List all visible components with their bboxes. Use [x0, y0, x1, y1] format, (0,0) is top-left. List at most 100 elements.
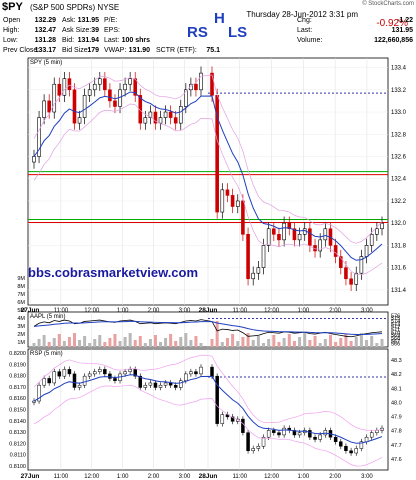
aapl-ytick-right-6: 572 — [391, 325, 400, 331]
rsp-candle-body-7 — [67, 369, 72, 375]
aapl-volume-bar-30 — [184, 333, 188, 347]
quote-far-label-1: Last: — [297, 27, 313, 34]
rsp-candle-body-47 — [277, 432, 281, 436]
rsp-ytick-left-0: 0.8100 — [9, 464, 26, 470]
rsp-candle-body-20 — [133, 369, 137, 377]
spy-candle-body-34 — [210, 72, 214, 96]
rsp-candle-body-3 — [47, 378, 51, 384]
aapl-volume-bar-45 — [267, 339, 271, 347]
spy-candle-body-25 — [158, 117, 163, 124]
rsp-ytick-left-4: 0.8140 — [9, 419, 26, 425]
aapl-ytick-right-3: 569 — [391, 333, 400, 339]
spy-candle-body-11 — [87, 89, 92, 96]
spy-candle-body-55 — [318, 239, 322, 252]
aapl-volume-bar-7 — [67, 337, 71, 347]
exchange-label: (S&P 500 SPDRs) NYSE — [30, 3, 120, 12]
spy-ytick-4: 132.2 — [391, 199, 407, 205]
aapl-volume-bar-55 — [318, 343, 322, 347]
spy-candle-body-20 — [133, 78, 138, 96]
aapl-volume-bar-56 — [323, 339, 327, 347]
rsp-candle-body-5 — [57, 371, 62, 377]
spy-candle-body-42 — [251, 272, 256, 280]
spy-candle-body-44 — [261, 245, 266, 268]
aapl-volume-bar-1 — [37, 339, 41, 347]
spy-candle-body-10 — [82, 95, 87, 118]
spy-candle-body-22 — [143, 117, 148, 124]
rsp-candle-body-6 — [62, 369, 67, 377]
aapl-ytick-left-3: 4M — [17, 316, 25, 322]
aapl-volume-bar-11 — [88, 343, 92, 347]
quote-mid-label-3: Bid Size: — [62, 47, 90, 54]
aapl-volume-bar-51 — [298, 337, 302, 347]
aapl-ytick-right-7: 573 — [391, 322, 400, 328]
aapl-volume-bar-10 — [83, 336, 87, 347]
spy-candle-body-27 — [168, 111, 173, 118]
aapl-volume-bar-42 — [251, 340, 255, 347]
rsp-candle-body-30 — [184, 373, 188, 381]
spy-candle-body-13 — [97, 78, 102, 85]
aapl-volume-bar-64 — [365, 340, 369, 347]
spy-xtick-2: 12:00 — [84, 308, 100, 314]
rsp-candle-body-0 — [32, 400, 36, 403]
rsp-candle-body-21 — [138, 375, 143, 388]
aapl-ytick-right-5: 571 — [391, 328, 400, 334]
aapl-volume-bar-27 — [169, 334, 173, 347]
rsp-candle-body-53 — [308, 430, 312, 438]
aapl-volume-bar-61 — [349, 341, 353, 347]
rsp-candle-body-31 — [189, 371, 193, 375]
spy-candle-body-47 — [277, 234, 281, 241]
rsp-xtick-2: 12:00 — [84, 474, 100, 480]
aapl-volume-bar-66 — [375, 343, 379, 347]
aapl-volume-bar-19 — [128, 333, 132, 347]
quote-right-label-2: Last: — [104, 37, 120, 44]
rsp-ytick-right-1: 47.7 — [391, 443, 402, 449]
rsp-candle-body-63 — [359, 441, 364, 449]
aapl-volume-bar-26 — [164, 338, 168, 347]
spy-ma-line — [33, 91, 383, 261]
spy-ytick-2: 131.8 — [391, 243, 407, 249]
rsp-candle-body-32 — [194, 371, 198, 375]
aapl-volume-bar-22 — [143, 343, 147, 347]
quote-right-value-3: 131.90 — [128, 47, 150, 54]
rsp-candle-body-23 — [148, 382, 153, 386]
rsp-candle-body-14 — [103, 369, 107, 375]
spy-xtick-6: 28Jun — [199, 307, 218, 314]
rsp-candle-body-13 — [98, 369, 102, 372]
rsp-xtick-11: 3:00 — [361, 474, 373, 480]
aapl-ytick-right-0: 566 — [391, 342, 400, 348]
aapl-volume-bar-49 — [287, 334, 291, 347]
spy-candle-body-17 — [118, 89, 122, 107]
aapl-volume-bar-67 — [380, 339, 384, 347]
spy-candle-body-9 — [77, 117, 82, 124]
rsp-candle-body-29 — [179, 380, 183, 388]
aapl-volume-bar-47 — [277, 342, 281, 347]
rsp-title: RSP (5 min) — [30, 351, 63, 357]
rsp-candle-body-35 — [215, 375, 219, 424]
spy-envelope-lower — [33, 103, 383, 276]
aapl-volume-bar-20 — [133, 340, 137, 347]
aapl-volume-bar-0 — [32, 343, 36, 347]
spy-candle-body-23 — [148, 111, 153, 118]
aapl-ytick-left-7: 8M — [17, 284, 25, 290]
spy-xtick-4: 2:00 — [148, 308, 160, 314]
annotation-h: H — [214, 10, 225, 27]
spy-candle-body-62 — [354, 272, 359, 285]
spy-ytick-6: 132.6 — [391, 154, 407, 160]
annotation-rs: RS — [187, 24, 208, 41]
spy-ytick-8: 133.0 — [391, 110, 407, 116]
aapl-volume-bar-24 — [153, 335, 157, 347]
aapl-volume-bar-63 — [359, 333, 363, 347]
rsp-candle-body-10 — [82, 375, 87, 386]
aapl-volume-bar-37 — [225, 338, 229, 347]
rsp-ytick-right-2: 47.8 — [391, 429, 402, 435]
rsp-xtick-7: 11:00 — [232, 474, 247, 480]
rsp-xtick-6: 28Jun — [199, 473, 218, 480]
aapl-volume-bar-39 — [236, 341, 240, 347]
aapl-volume-bar-34 — [210, 339, 214, 347]
rsp-candle-body-1 — [37, 384, 41, 402]
aapl-volume-bar-40 — [241, 337, 245, 347]
rsp-candle-body-42 — [251, 448, 255, 451]
quote-mid-label-0: Ask: — [62, 17, 76, 24]
